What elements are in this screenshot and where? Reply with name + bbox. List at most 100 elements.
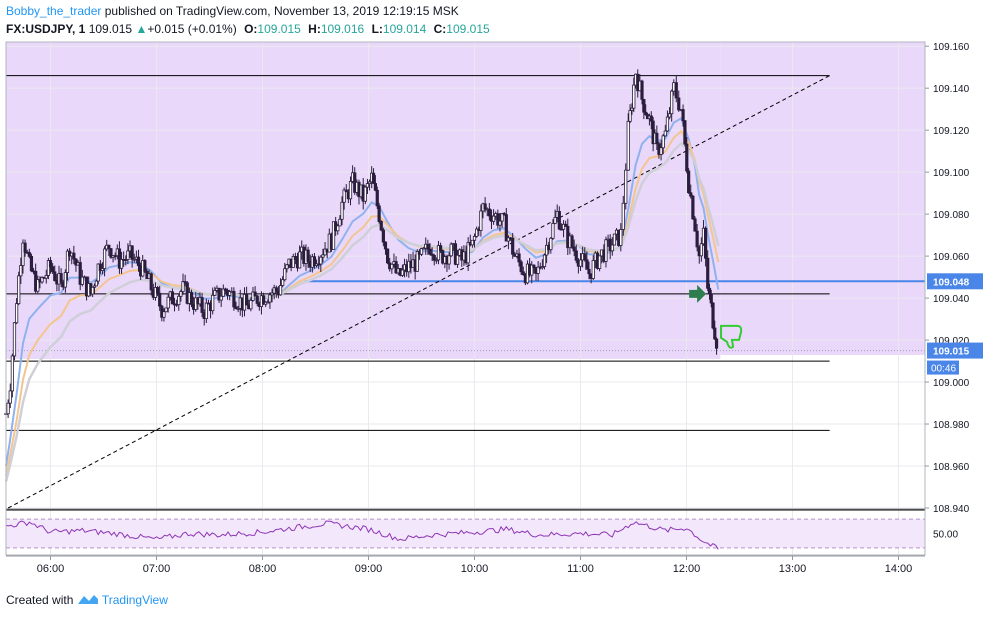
- y-tick-label: 109.080: [933, 210, 970, 221]
- candle-body: [291, 256, 295, 268]
- candle-body: [415, 251, 419, 272]
- y-tick-label: 108.960: [933, 462, 970, 473]
- candle-body: [158, 292, 162, 307]
- candle-body: [511, 237, 515, 255]
- candle-body: [557, 211, 561, 230]
- candle-body: [545, 244, 549, 256]
- candle-body: [422, 247, 426, 250]
- candle-body: [587, 268, 591, 275]
- open-value: 109.015: [257, 22, 301, 36]
- candle-body: [612, 233, 617, 246]
- candle-body: [126, 250, 130, 260]
- candle-body: [383, 241, 388, 250]
- candle-body: [502, 213, 506, 216]
- zone-rect-right: [720, 42, 925, 355]
- candle-body: [371, 172, 376, 184]
- x-tick-label: 06:00: [37, 563, 65, 575]
- candle-body: [65, 250, 70, 273]
- candle-body: [681, 109, 685, 122]
- price-line-label-bg: [927, 273, 983, 290]
- candle-body: [177, 295, 181, 306]
- candle-body: [113, 255, 117, 258]
- candle-body: [498, 220, 502, 226]
- candle-body: [665, 116, 670, 132]
- candle-body: [430, 253, 434, 256]
- candle-body: [53, 271, 57, 281]
- candle-body: [640, 80, 644, 100]
- candle-body: [438, 245, 443, 251]
- ema-slow-line: [4, 141, 720, 482]
- author-link[interactable]: Bobby_the_trader: [6, 4, 102, 18]
- candle-body: [92, 285, 97, 288]
- symbol-label[interactable]: FX:USDJPY, 1: [6, 22, 86, 36]
- candle-body: [585, 259, 589, 270]
- publish-info: Bobby_the_trader published on TradingVie…: [6, 4, 459, 18]
- candle-body: [677, 97, 681, 111]
- candle-body: [298, 251, 302, 269]
- candle-body: [340, 201, 344, 220]
- candle-body: [321, 254, 325, 258]
- candle-body: [687, 170, 691, 194]
- candle-body: [155, 287, 160, 294]
- candle-body: [598, 255, 602, 269]
- candle-body: [319, 256, 323, 265]
- candle-body: [661, 135, 665, 149]
- annotations[interactable]: [689, 284, 743, 349]
- candle-body: [426, 243, 430, 250]
- candle-body: [693, 218, 697, 232]
- candle-body: [570, 235, 574, 248]
- y-tick-label: 108.940: [933, 504, 970, 515]
- candle-body: [80, 276, 84, 285]
- candle-body: [98, 263, 102, 272]
- candle-body: [714, 338, 719, 349]
- candle-body: [234, 306, 238, 309]
- y-tick-label: 109.020: [933, 336, 970, 347]
- price-line-label: 109.048: [933, 277, 970, 288]
- candle-body: [659, 147, 663, 155]
- candle-body: [455, 254, 460, 265]
- legend-ohlc: FX:USDJPY, 1 109.015 ▲+0.015 (+0.01%) O:…: [6, 22, 490, 36]
- candle-body: [447, 255, 451, 265]
- candle-body: [19, 265, 23, 277]
- candle-body: [604, 239, 608, 262]
- candle-body: [363, 186, 367, 202]
- candle-body: [200, 297, 204, 313]
- candle-body: [500, 213, 504, 222]
- candle-body: [94, 280, 98, 287]
- rsi-pane: [5, 509, 925, 550]
- candle-body: [375, 189, 379, 207]
- candle-body: [683, 120, 687, 145]
- rsi-line: [5, 520, 719, 550]
- candle-body: [338, 218, 342, 227]
- x-tick-label: 12:00: [673, 563, 701, 575]
- candle-body: [63, 272, 67, 288]
- candle-body: [48, 260, 53, 268]
- y-tick-label: 109.120: [933, 126, 970, 137]
- candle-body: [621, 202, 625, 230]
- tradingview-brand[interactable]: TradingView: [101, 593, 168, 607]
- candle-body: [610, 244, 614, 252]
- candle-body: [213, 290, 217, 296]
- candle-body: [632, 84, 636, 109]
- candle-body: [143, 260, 147, 272]
- candle-body: [540, 266, 544, 269]
- candle-body: [379, 221, 383, 231]
- low-label: L:: [371, 22, 383, 36]
- trendline[interactable]: [7, 75, 830, 509]
- candle-body: [348, 181, 353, 200]
- candle-body: [655, 132, 659, 145]
- candle-body: [630, 107, 634, 111]
- candle-body: [532, 264, 536, 268]
- candle-body: [283, 268, 287, 281]
- candle-body: [483, 203, 487, 210]
- arrow-right-icon: [689, 284, 707, 303]
- candles: [4, 69, 719, 418]
- candle-body: [285, 264, 289, 270]
- candle-body: [102, 248, 107, 269]
- candle-body: [711, 302, 715, 329]
- candle-body: [470, 239, 475, 246]
- candle-body: [394, 261, 398, 274]
- candle-body: [293, 256, 297, 260]
- last-price: 109.015: [88, 22, 133, 36]
